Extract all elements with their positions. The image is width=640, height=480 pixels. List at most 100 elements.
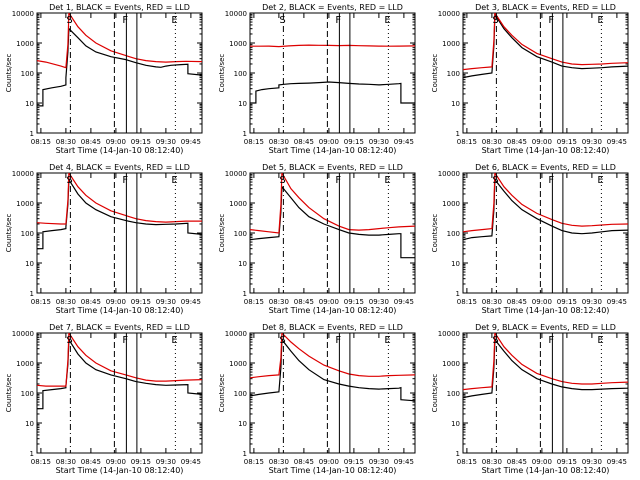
x-tick-label: 08:15: [31, 298, 51, 306]
chart-title: Det 9, BLACK = Events, RED = LLD: [475, 323, 616, 332]
x-tick-label: 09:45: [607, 298, 627, 306]
x-tick-label: 09:45: [607, 458, 627, 466]
events-series-line: [37, 177, 202, 250]
x-tick-label: 09:15: [344, 138, 364, 146]
y-tick-label: 10: [238, 260, 247, 268]
x-axis-label: Start Time (14-Jan-10 08:12:40): [56, 146, 184, 155]
time-marker-label: F: [122, 335, 128, 346]
x-tick-label: 08:45: [507, 458, 527, 466]
events-series-line: [37, 27, 202, 107]
time-marker-label: S: [492, 15, 498, 26]
x-tick-label: 09:00: [319, 458, 339, 466]
x-tick-label: 08:15: [457, 298, 477, 306]
x-tick-label: 08:45: [81, 138, 101, 146]
time-marker-label: S: [279, 175, 285, 186]
y-tick-label: 1: [243, 130, 247, 138]
x-tick-label: 09:30: [369, 458, 389, 466]
time-marker-label: S: [279, 15, 285, 26]
x-tick-label: 08:15: [457, 458, 477, 466]
x-tick-label: 08:30: [56, 138, 76, 146]
x-tick-label: 09:30: [582, 298, 602, 306]
x-tick-label: 09:15: [557, 458, 577, 466]
lld-series-line: [250, 44, 415, 48]
x-tick-label: 09:00: [319, 138, 339, 146]
y-tick-label: 100: [447, 390, 460, 398]
lld-series-line: [463, 333, 628, 391]
x-tick-label: 08:15: [457, 138, 477, 146]
y-axis-label: Counts/sec: [431, 54, 439, 93]
lld-series-line: [463, 13, 628, 71]
chart-panel-6: Det 6, BLACK = Events, RED = LLD 1 10 100 10…: [431, 163, 629, 315]
x-tick-label: 09:30: [156, 298, 176, 306]
y-tick-label: 1: [243, 290, 247, 298]
y-axis-label: Counts/sec: [218, 214, 226, 253]
chart-title: Det 8, BLACK = Events, RED = LLD: [262, 323, 403, 332]
x-tick-label: 08:30: [269, 298, 289, 306]
x-tick-label: 08:45: [294, 138, 314, 146]
x-tick-label: 09:00: [319, 298, 339, 306]
plot-frame: [36, 332, 203, 454]
y-axis-label: Counts/sec: [5, 54, 13, 93]
time-marker-label: F: [335, 15, 341, 26]
x-tick-label: 09:45: [394, 458, 414, 466]
y-tick-label: 100: [447, 70, 460, 78]
y-tick-label: 100: [234, 390, 247, 398]
time-marker-label: F: [335, 335, 341, 346]
y-tick-label: 1: [456, 450, 460, 458]
chart-title: Det 5, BLACK = Events, RED = LLD: [262, 163, 403, 172]
x-tick-label: 09:00: [106, 298, 126, 306]
time-marker-label: F: [548, 335, 554, 346]
y-tick-label: 1: [30, 130, 34, 138]
time-marker-label: F: [548, 15, 554, 26]
plot-frame: [36, 12, 203, 134]
time-marker-label: F: [122, 175, 128, 186]
plot-frame: [36, 172, 203, 294]
y-tick-label: 10000: [438, 330, 460, 338]
x-axis-label: Start Time (14-Jan-10 08:12:40): [269, 466, 397, 475]
events-series-line: [463, 178, 628, 241]
y-tick-label: 10000: [225, 330, 247, 338]
x-axis-label: Start Time (14-Jan-10 08:12:40): [269, 306, 397, 315]
y-tick-label: 1000: [442, 40, 460, 48]
x-tick-label: 09:30: [156, 138, 176, 146]
y-tick-label: 1000: [229, 360, 247, 368]
chart-panel-4: Det 4, BLACK = Events, RED = LLD 1 10 100 10…: [5, 163, 203, 315]
y-tick-label: 1: [456, 130, 460, 138]
x-tick-label: 09:15: [344, 458, 364, 466]
lld-series-line: [463, 173, 628, 233]
y-tick-label: 100: [234, 230, 247, 238]
time-marker-label: E: [384, 335, 390, 346]
x-tick-label: 09:15: [344, 298, 364, 306]
y-tick-label: 1000: [229, 200, 247, 208]
y-tick-label: 1000: [442, 200, 460, 208]
chart-panel-3: Det 3, BLACK = Events, RED = LLD 1 10 100 10…: [431, 3, 629, 155]
y-tick-label: 10000: [12, 170, 34, 178]
x-tick-label: 08:15: [244, 458, 264, 466]
chart-panel-1: Det 1, BLACK = Events, RED = LLD 1 10 100 10…: [5, 3, 203, 155]
chart-panel-8: Det 8, BLACK = Events, RED = LLD 1 10 100 10…: [218, 323, 416, 475]
x-tick-label: 09:00: [532, 458, 552, 466]
plot-frame: [249, 12, 416, 134]
y-tick-label: 1: [30, 450, 34, 458]
y-tick-label: 100: [447, 230, 460, 238]
x-tick-label: 08:45: [507, 298, 527, 306]
y-tick-label: 10: [238, 420, 247, 428]
y-tick-label: 10000: [438, 10, 460, 18]
time-marker-label: S: [279, 335, 285, 346]
events-series-line: [250, 81, 415, 104]
x-tick-label: 08:15: [31, 138, 51, 146]
x-tick-label: 09:00: [106, 458, 126, 466]
x-axis-label: Start Time (14-Jan-10 08:12:40): [482, 146, 610, 155]
chart-title: Det 6, BLACK = Events, RED = LLD: [475, 163, 616, 172]
y-axis-label: Counts/sec: [431, 214, 439, 253]
x-tick-label: 08:45: [507, 138, 527, 146]
lld-series-line: [37, 333, 202, 387]
x-tick-label: 08:30: [482, 458, 502, 466]
x-tick-label: 08:30: [56, 458, 76, 466]
x-tick-label: 09:30: [369, 138, 389, 146]
chart-panel-7: Det 7, BLACK = Events, RED = LLD 1 10 100 10…: [5, 323, 203, 475]
y-tick-label: 100: [234, 70, 247, 78]
plot-frame: [249, 332, 416, 454]
x-tick-label: 08:30: [482, 298, 502, 306]
chart-panel-9: Det 9, BLACK = Events, RED = LLD 1 10 100 10…: [431, 323, 629, 475]
